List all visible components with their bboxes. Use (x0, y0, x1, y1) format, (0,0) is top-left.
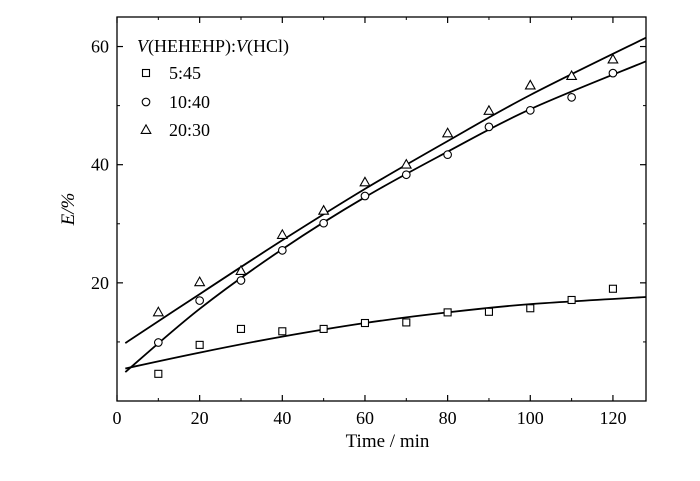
y-tick-label: 40 (91, 155, 109, 175)
data-point-5-45 (484, 307, 494, 316)
y-tick-label: 60 (91, 37, 109, 57)
data-point-10-40 (525, 105, 535, 115)
data-point-5-45 (278, 327, 287, 336)
x-tick-label: 80 (439, 408, 457, 428)
data-point-10-40 (360, 191, 370, 201)
data-point-5-45 (319, 324, 328, 333)
x-tick-label: 60 (356, 408, 374, 428)
legend-title-part: V (137, 36, 150, 56)
data-point-10-40 (277, 246, 287, 255)
data-point-5-45 (443, 308, 452, 317)
x-tick-label: 40 (273, 408, 291, 428)
data-point-20-30 (524, 79, 537, 90)
data-point-10-40 (608, 68, 618, 78)
data-point-10-40 (195, 296, 205, 305)
legend-label: 20:30 (169, 120, 210, 140)
x-tick-label: 20 (191, 408, 209, 428)
legend-marker-20-30 (140, 123, 152, 134)
data-point-10-40 (153, 338, 163, 347)
data-point-20-30 (441, 127, 454, 138)
legend-label: 10:40 (169, 92, 210, 112)
data-point-20-30 (235, 264, 247, 275)
data-point-5-45 (567, 295, 576, 305)
data-point-5-45 (360, 318, 370, 328)
data-point-20-30 (607, 53, 619, 64)
data-point-10-40 (443, 150, 452, 159)
y-tick-label: 20 (91, 273, 109, 293)
data-point-20-30 (400, 158, 413, 169)
legend-label: 5:45 (169, 63, 201, 83)
x-tick-label: 0 (113, 408, 122, 428)
data-point-5-45 (154, 369, 163, 378)
data-point-5-45 (402, 318, 411, 327)
x-axis-title: Time / min (346, 431, 430, 452)
legend-title-part: V (236, 36, 249, 56)
x-tick-label: 100 (517, 408, 544, 428)
legend-marker-10-40 (141, 97, 151, 107)
data-point-10-40 (319, 218, 328, 228)
data-point-20-30 (483, 104, 495, 115)
data-point-10-40 (236, 276, 246, 285)
data-point-20-30 (193, 276, 206, 287)
legend-title-part: (HCl) (247, 36, 289, 57)
data-point-10-40 (484, 122, 494, 132)
legend-marker-5-45 (141, 68, 151, 78)
plot-frame (116, 16, 647, 402)
data-point-5-45 (608, 284, 617, 293)
y-axis-title: E/% (58, 193, 79, 227)
data-point-20-30 (317, 204, 330, 215)
data-point-20-30 (152, 306, 165, 317)
plot-layer (124, 36, 647, 378)
data-point-10-40 (401, 170, 411, 180)
data-point-5-45 (195, 340, 204, 349)
data-point-5-45 (526, 304, 535, 313)
data-point-20-30 (359, 176, 371, 187)
axis-layer: 0 20 40 60 80 100 120 20 40 60 (91, 16, 647, 428)
fit-line-20-30 (124, 36, 647, 344)
legend-title: V(HEHEHP):V(HCl) (137, 36, 289, 57)
x-tick-label: 120 (599, 408, 626, 428)
legend-title-part: (HEHEHP): (148, 36, 236, 57)
data-point-20-30 (565, 69, 578, 81)
data-point-10-40 (567, 92, 576, 102)
data-point-5-45 (236, 324, 246, 333)
data-point-20-30 (276, 228, 289, 239)
fit-line-5-45 (125, 296, 647, 370)
